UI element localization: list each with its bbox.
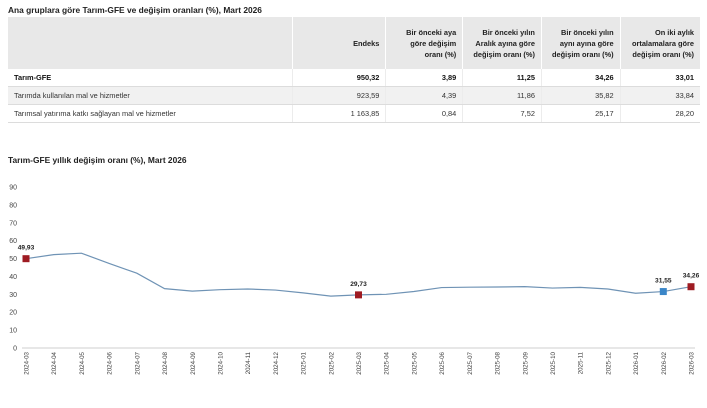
x-tick-label: 2024-10 bbox=[217, 351, 224, 374]
y-tick-label: 80 bbox=[9, 202, 17, 209]
chart-title: Tarım-GFE yıllık değişim oranı (%), Mart… bbox=[8, 155, 187, 165]
x-tick-label: 2026-01 bbox=[633, 351, 640, 374]
cell-twelve-month-average-change: 33,01 bbox=[619, 69, 700, 87]
cell-monthly-change: 0,84 bbox=[385, 104, 463, 123]
cell-december-change: 11,25 bbox=[462, 69, 542, 87]
row-label: Tarımda kullanılan mal ve hizmetler bbox=[8, 86, 293, 105]
x-tick-label: 2025-07 bbox=[467, 351, 474, 374]
data-label: 29,73 bbox=[350, 281, 367, 288]
x-tick-label: 2025-01 bbox=[301, 351, 308, 374]
row-label: Tarım-GFE bbox=[8, 69, 293, 87]
row-label: Tarımsal yatırıma katkı sağlayan mal ve … bbox=[8, 104, 293, 123]
cell-december-change: 11,86 bbox=[462, 86, 542, 105]
data-point-marker bbox=[22, 255, 30, 263]
x-tick-label: 2025-04 bbox=[384, 351, 391, 374]
x-tick-label: 2024-06 bbox=[107, 351, 114, 374]
header-index: Endeks bbox=[292, 17, 386, 69]
y-tick-label: 50 bbox=[9, 256, 17, 263]
x-tick-label: 2025-12 bbox=[605, 351, 612, 374]
cell-twelve-month-average-change: 28,20 bbox=[619, 104, 700, 123]
cell-december-change: 7,52 bbox=[462, 104, 542, 123]
y-tick-label: 30 bbox=[9, 292, 17, 299]
data-label: 31,55 bbox=[655, 278, 672, 285]
x-tick-label: 2026-02 bbox=[661, 351, 668, 374]
header-annual-change: Bir önceki yılın aynı ayına göre değişim… bbox=[540, 17, 621, 69]
cell-monthly-change: 4,39 bbox=[385, 86, 463, 105]
cell-index: 923,59 bbox=[292, 86, 386, 105]
x-tick-label: 2025-05 bbox=[411, 351, 418, 374]
header-group bbox=[8, 17, 293, 69]
table-row: Tarımda kullanılan mal ve hizmetler 923,… bbox=[8, 86, 700, 105]
x-tick-label: 2026-03 bbox=[689, 351, 696, 374]
table-row: Tarımsal yatırıma katkı sağlayan mal ve … bbox=[8, 104, 700, 123]
cell-twelve-month-average-change: 33,84 bbox=[619, 86, 700, 105]
table-row: Tarım-GFE 950,32 3,89 11,25 34,26 33,01 bbox=[8, 69, 700, 87]
x-tick-label: 2024-03 bbox=[24, 351, 31, 374]
y-tick-label: 60 bbox=[9, 238, 17, 245]
header-twelve-month-average-change: On iki aylık ortalamalara göre değişim o… bbox=[619, 17, 700, 69]
x-tick-label: 2024-05 bbox=[79, 351, 86, 374]
x-tick-label: 2024-08 bbox=[162, 351, 169, 374]
x-tick-label: 2025-06 bbox=[439, 351, 446, 374]
cell-annual-change: 34,26 bbox=[540, 69, 621, 87]
y-tick-label: 10 bbox=[9, 328, 17, 335]
y-tick-label: 0 bbox=[13, 346, 17, 353]
data-point-marker bbox=[355, 291, 362, 299]
y-tick-label: 20 bbox=[9, 310, 17, 317]
x-tick-label: 2025-02 bbox=[328, 351, 335, 374]
data-point-marker bbox=[659, 288, 667, 296]
y-tick-label: 40 bbox=[9, 274, 17, 281]
x-tick-label: 2025-09 bbox=[522, 351, 529, 374]
data-label: 49,93 bbox=[18, 245, 35, 252]
x-tick-label: 2025-11 bbox=[578, 351, 585, 374]
cell-monthly-change: 3,89 bbox=[385, 69, 463, 87]
series-line bbox=[25, 252, 692, 297]
header-december-change: Bir önceki yılın Aralık ayına göre değiş… bbox=[462, 17, 542, 69]
x-tick-label: 2024-12 bbox=[273, 351, 280, 374]
x-tick-label: 2024-11 bbox=[245, 351, 252, 374]
x-tick-label: 2025-10 bbox=[550, 351, 557, 374]
x-tick-label: 2024-09 bbox=[190, 351, 197, 374]
y-tick-label: 70 bbox=[9, 220, 17, 227]
cell-annual-change: 35,82 bbox=[540, 86, 621, 105]
data-point-marker bbox=[687, 283, 695, 291]
cell-index: 950,32 bbox=[292, 69, 386, 87]
x-tick-label: 2025-03 bbox=[356, 351, 363, 374]
table-title: Ana gruplara göre Tarım-GFE ve değişim o… bbox=[8, 5, 262, 15]
x-tick-label: 2024-04 bbox=[51, 351, 58, 374]
line-chart: 0 10 20 30 40 50 60 70 80 90 2024-03 2024-04 2024-05… bbox=[9, 185, 700, 375]
x-tick-label: 2024-07 bbox=[134, 351, 141, 374]
header-monthly-change: Bir önceki aya göre değişim oranı (%) bbox=[385, 17, 463, 69]
cell-index: 1 163,85 bbox=[292, 104, 386, 123]
summary-table: Endeks Bir önceki aya göre değişim oranı… bbox=[8, 17, 700, 123]
x-tick-label: 2025-08 bbox=[495, 351, 502, 374]
y-tick-label: 90 bbox=[9, 185, 17, 192]
data-label: 34,26 bbox=[683, 273, 700, 280]
table-header-row: Endeks Bir önceki aya göre değişim oranı… bbox=[8, 17, 700, 69]
cell-annual-change: 25,17 bbox=[540, 104, 621, 123]
